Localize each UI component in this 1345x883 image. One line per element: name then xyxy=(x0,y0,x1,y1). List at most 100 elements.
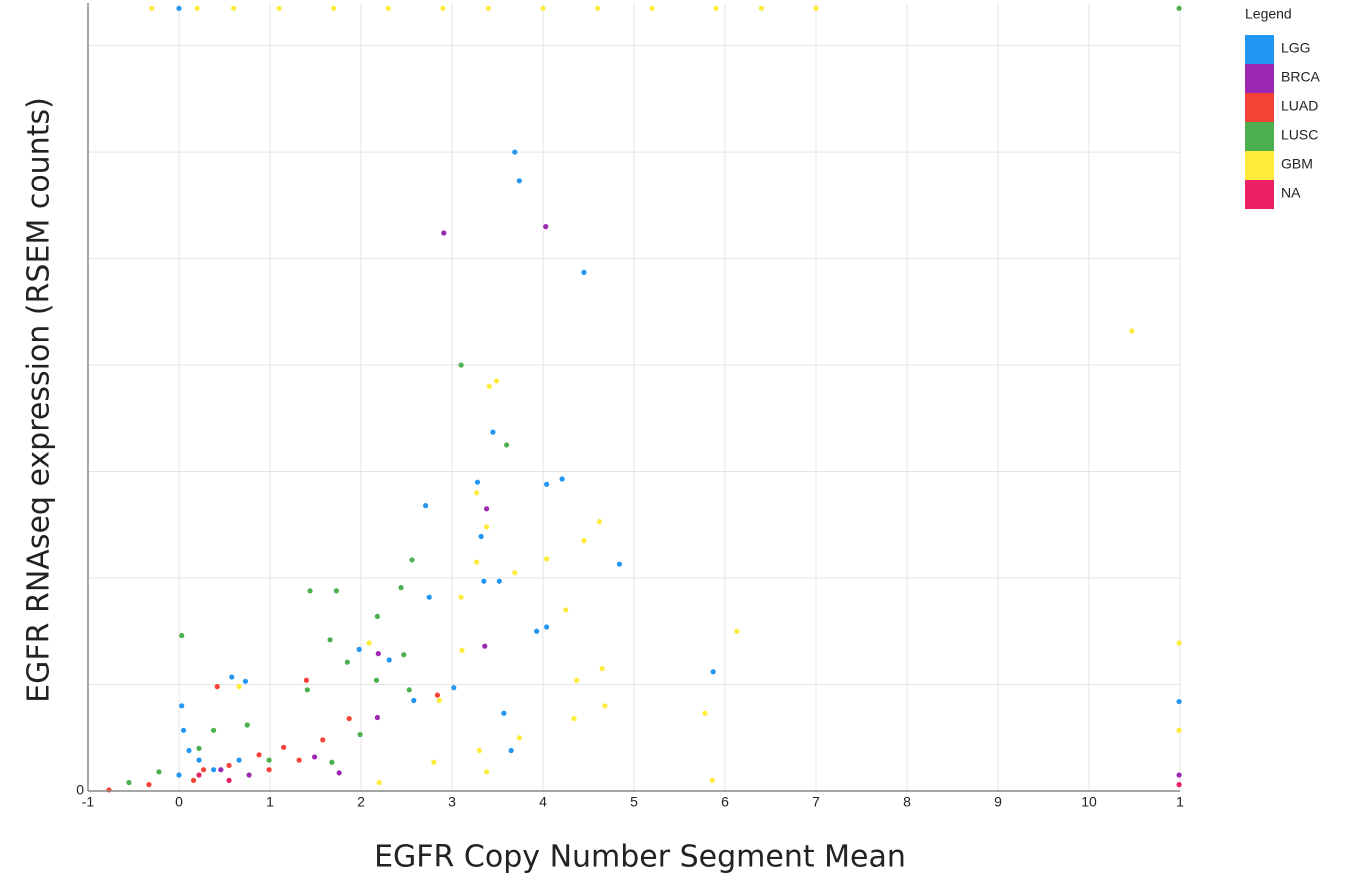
point xyxy=(329,759,335,765)
point xyxy=(229,674,235,680)
point xyxy=(486,383,492,389)
point xyxy=(196,757,202,763)
x-tick-label: 10 xyxy=(1081,794,1097,810)
point xyxy=(649,5,655,11)
point xyxy=(581,538,587,544)
x-tick-label: 2 xyxy=(357,794,365,810)
point xyxy=(194,5,200,11)
point xyxy=(180,727,187,733)
point xyxy=(266,757,272,763)
point xyxy=(436,697,442,704)
point xyxy=(1129,328,1135,334)
legend-label: BRCA xyxy=(1281,69,1321,85)
point xyxy=(1176,772,1182,778)
point xyxy=(336,770,342,776)
point xyxy=(331,5,337,11)
point xyxy=(210,727,217,733)
x-axis-title: EGFR Copy Number Segment Mean xyxy=(374,840,906,875)
point xyxy=(710,669,716,675)
point xyxy=(596,518,603,525)
x-tick-label: -1 xyxy=(82,794,95,810)
point xyxy=(266,767,272,773)
point xyxy=(106,787,112,793)
point xyxy=(602,703,608,709)
y-axis-title: EGFR RNAseq expression (RSEM counts) xyxy=(22,97,57,703)
point xyxy=(483,769,490,775)
points xyxy=(106,5,1182,793)
point xyxy=(476,747,482,754)
x-tick-label: 1 xyxy=(1176,794,1184,810)
point xyxy=(559,476,565,482)
point xyxy=(431,759,437,765)
point xyxy=(1176,698,1182,705)
point xyxy=(307,588,313,594)
point xyxy=(333,588,340,594)
point xyxy=(713,5,719,11)
point xyxy=(214,684,220,690)
point xyxy=(702,710,708,716)
x-tick-label: 8 xyxy=(903,794,911,810)
point xyxy=(440,5,446,11)
point xyxy=(304,687,310,693)
point xyxy=(176,5,182,11)
point xyxy=(458,362,464,368)
point xyxy=(356,646,362,652)
point xyxy=(512,149,518,155)
point xyxy=(1176,640,1182,646)
x-tick-label: 6 xyxy=(721,794,729,810)
point xyxy=(563,607,569,613)
point xyxy=(320,737,326,743)
point xyxy=(540,5,546,11)
point xyxy=(401,652,407,658)
point xyxy=(473,490,480,496)
point xyxy=(481,578,487,584)
point xyxy=(574,677,580,683)
point xyxy=(386,657,392,663)
point xyxy=(231,5,237,11)
point xyxy=(226,777,232,783)
point xyxy=(296,757,302,763)
point xyxy=(210,767,217,773)
point xyxy=(441,230,447,236)
point xyxy=(485,5,491,11)
point xyxy=(544,481,550,487)
point xyxy=(276,5,282,11)
axes: -1 0 1 2 3 4 5 6 7 8 9 10 10 xyxy=(76,3,1184,810)
point xyxy=(474,479,481,485)
point xyxy=(218,767,224,773)
point xyxy=(236,757,242,763)
point xyxy=(246,772,252,778)
point xyxy=(595,5,601,11)
legend-label: LGG xyxy=(1281,40,1311,56)
legend-label: GBM xyxy=(1281,156,1313,172)
point xyxy=(501,710,507,716)
point xyxy=(734,628,740,634)
point xyxy=(571,715,577,722)
legend-swatch xyxy=(1245,180,1274,209)
x-tick-label: 4 xyxy=(539,794,547,810)
point xyxy=(458,594,464,600)
point xyxy=(409,557,415,563)
point xyxy=(581,269,587,276)
point xyxy=(516,735,522,741)
point xyxy=(813,5,819,11)
point xyxy=(504,442,510,448)
point xyxy=(176,772,182,778)
point xyxy=(398,585,404,591)
point xyxy=(1176,727,1182,733)
point xyxy=(483,506,490,512)
point xyxy=(616,561,623,567)
point xyxy=(434,692,441,698)
grid xyxy=(87,3,1181,791)
legend-label: NA xyxy=(1281,185,1301,201)
point xyxy=(496,578,502,584)
point xyxy=(1176,782,1182,788)
point xyxy=(186,747,192,754)
point xyxy=(149,5,155,11)
point xyxy=(357,731,363,738)
x-tick-label: 1 xyxy=(266,794,274,810)
y-tick-label: 0 xyxy=(76,782,84,798)
point xyxy=(406,687,412,693)
point xyxy=(196,745,202,752)
